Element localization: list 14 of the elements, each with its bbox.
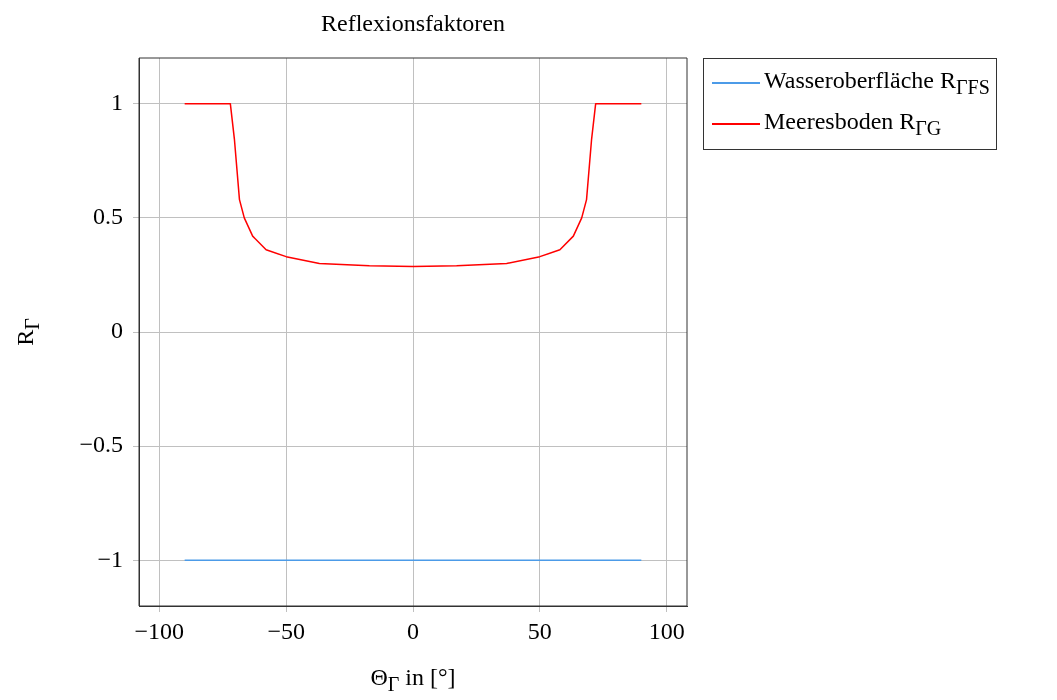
- x-axis-title: Θ$_{Γ}$ in [°]: [370, 664, 456, 696]
- y-tick-label: −0.5: [79, 431, 123, 458]
- y-tick-label: −1: [97, 545, 123, 572]
- y-tick-label: 0.5: [93, 203, 123, 230]
- y-tick-label: 0: [111, 317, 123, 344]
- chart-title: Reflexionsfaktoren: [321, 10, 505, 37]
- x-tick-label: 50: [527, 617, 552, 644]
- legend-label: Wasseroberfläche R$_{ΓFS}$: [764, 66, 990, 100]
- y-tick-label: 1: [111, 88, 123, 115]
- legend-label: Meeresboden R$_{ΓG}$: [764, 106, 942, 141]
- x-tick-label: −50: [267, 617, 305, 644]
- x-tick-label: −100: [134, 617, 185, 644]
- x-tick-label: 100: [648, 617, 685, 644]
- x-tick-label: 0: [407, 617, 419, 644]
